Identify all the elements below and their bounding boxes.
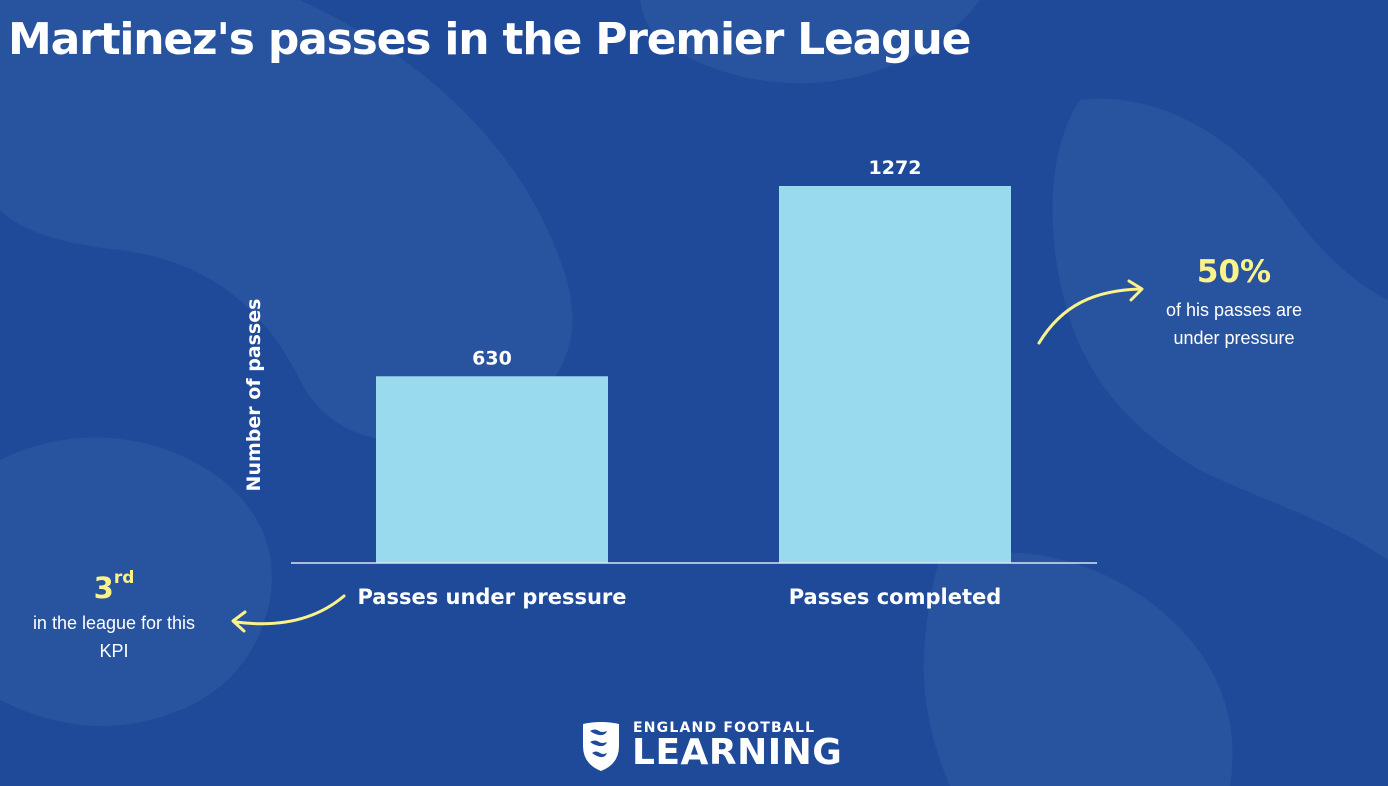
three-lions-crest-icon	[583, 722, 619, 771]
brand-line-top: ENGLAND FOOTBALL	[633, 720, 816, 736]
annotation-share-line2: under pressure	[1173, 328, 1295, 348]
chart-title: Martinez's passes in the Premier League	[8, 14, 971, 65]
tick-label-passes-under-pressure: Passes under pressure	[357, 585, 626, 609]
annotation-rank-line1: in the league for this	[32, 613, 196, 633]
bar-passes-under-pressure	[376, 376, 608, 563]
y-axis-label: Number of passes	[243, 298, 265, 492]
curved-arrow-icon	[234, 594, 346, 626]
annotation-share: 50% of his passes are under pressure	[1149, 257, 1319, 352]
annotation-rank-number: 3	[93, 571, 114, 605]
annotation-rank-value: 3rd	[24, 570, 204, 605]
annotation-share-line1: of his passes are	[1165, 300, 1303, 320]
annotation-share-value: 50%	[1196, 254, 1272, 290]
annotation-rank-suffix: rd	[113, 568, 135, 588]
bar-passes-completed	[779, 186, 1011, 563]
england-football-learning-logo: ENGLAND FOOTBALL LEARNING	[581, 720, 842, 772]
arrow-head-icon	[1127, 279, 1144, 302]
tick-label-passes-completed: Passes completed	[789, 585, 1002, 609]
curved-arrow-icon	[1037, 287, 1143, 345]
data-label-passes-completed: 1272	[869, 157, 922, 179]
annotation-rank: 3rd in the league for this KPI	[24, 570, 204, 665]
arrow-head-icon	[231, 610, 247, 633]
brand-line-bottom: LEARNING	[632, 732, 843, 773]
annotation-rank-line2: KPI	[99, 641, 129, 661]
data-label-passes-under-pressure: 630	[472, 347, 512, 369]
